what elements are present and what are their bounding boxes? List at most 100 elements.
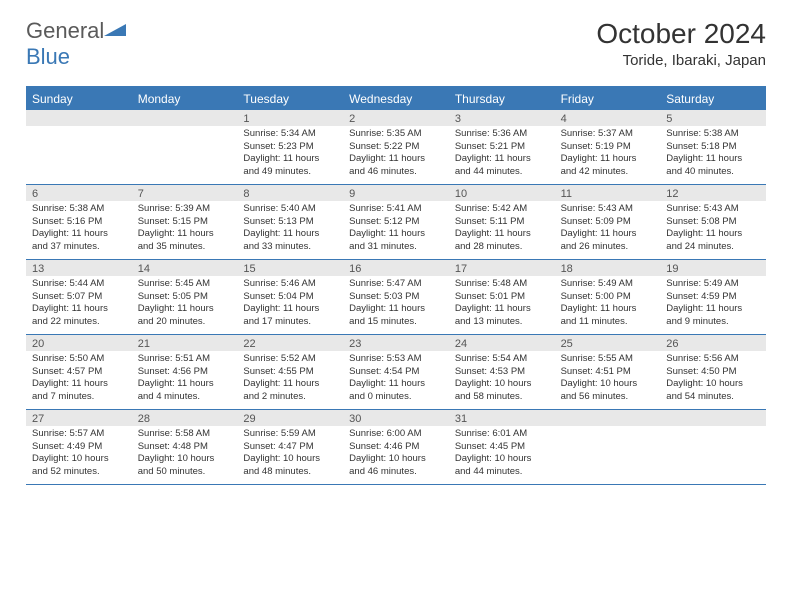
sunrise-line: Sunrise: 5:44 AM: [32, 278, 126, 291]
day-details: Sunrise: 5:46 AMSunset: 5:04 PMDaylight:…: [237, 276, 343, 332]
calendar-cell: 16Sunrise: 5:47 AMSunset: 5:03 PMDayligh…: [343, 260, 449, 334]
sunset-line: Sunset: 4:57 PM: [32, 366, 126, 379]
day-number: 9: [343, 185, 449, 201]
day-details: Sunrise: 5:49 AMSunset: 4:59 PMDaylight:…: [660, 276, 766, 332]
sunset-line: Sunset: 4:53 PM: [455, 366, 549, 379]
logo-triangle-icon: [104, 22, 126, 38]
sunrise-line: Sunrise: 5:47 AM: [349, 278, 443, 291]
calendar-cell: 17Sunrise: 5:48 AMSunset: 5:01 PMDayligh…: [449, 260, 555, 334]
day-header-monday: Monday: [132, 88, 238, 110]
calendar-cell: 3Sunrise: 5:36 AMSunset: 5:21 PMDaylight…: [449, 110, 555, 184]
day-details: Sunrise: 5:44 AMSunset: 5:07 PMDaylight:…: [26, 276, 132, 332]
day-details: Sunrise: 5:55 AMSunset: 4:51 PMDaylight:…: [555, 351, 661, 407]
sunset-line: Sunset: 4:56 PM: [138, 366, 232, 379]
daylight-line: Daylight: 11 hours and 33 minutes.: [243, 228, 337, 253]
daylight-line: Daylight: 11 hours and 26 minutes.: [561, 228, 655, 253]
calendar-cell: 20Sunrise: 5:50 AMSunset: 4:57 PMDayligh…: [26, 335, 132, 409]
day-number: 4: [555, 110, 661, 126]
sunset-line: Sunset: 5:12 PM: [349, 216, 443, 229]
daylight-line: Daylight: 11 hours and 49 minutes.: [243, 153, 337, 178]
day-details: [660, 426, 766, 432]
calendar-cell: 31Sunrise: 6:01 AMSunset: 4:45 PMDayligh…: [449, 410, 555, 484]
calendar-cell: 22Sunrise: 5:52 AMSunset: 4:55 PMDayligh…: [237, 335, 343, 409]
day-header-saturday: Saturday: [660, 88, 766, 110]
sunset-line: Sunset: 5:04 PM: [243, 291, 337, 304]
calendar-cell: 8Sunrise: 5:40 AMSunset: 5:13 PMDaylight…: [237, 185, 343, 259]
day-details: Sunrise: 5:36 AMSunset: 5:21 PMDaylight:…: [449, 126, 555, 182]
day-details: Sunrise: 5:50 AMSunset: 4:57 PMDaylight:…: [26, 351, 132, 407]
sunrise-line: Sunrise: 5:48 AM: [455, 278, 549, 291]
sunrise-line: Sunrise: 5:43 AM: [561, 203, 655, 216]
sunset-line: Sunset: 5:08 PM: [666, 216, 760, 229]
sunrise-line: Sunrise: 6:00 AM: [349, 428, 443, 441]
calendar-cell: 2Sunrise: 5:35 AMSunset: 5:22 PMDaylight…: [343, 110, 449, 184]
sunset-line: Sunset: 5:05 PM: [138, 291, 232, 304]
sunset-line: Sunset: 4:50 PM: [666, 366, 760, 379]
logo-text: General Blue: [26, 18, 126, 70]
daylight-line: Daylight: 10 hours and 56 minutes.: [561, 378, 655, 403]
sunset-line: Sunset: 5:23 PM: [243, 141, 337, 154]
day-number: 24: [449, 335, 555, 351]
day-number: 8: [237, 185, 343, 201]
day-number: 12: [660, 185, 766, 201]
calendar-cell: 7Sunrise: 5:39 AMSunset: 5:15 PMDaylight…: [132, 185, 238, 259]
day-number: 25: [555, 335, 661, 351]
daylight-line: Daylight: 11 hours and 28 minutes.: [455, 228, 549, 253]
month-title: October 2024: [596, 18, 766, 50]
day-number: 6: [26, 185, 132, 201]
day-header-tuesday: Tuesday: [237, 88, 343, 110]
day-details: Sunrise: 5:54 AMSunset: 4:53 PMDaylight:…: [449, 351, 555, 407]
sunrise-line: Sunrise: 5:59 AM: [243, 428, 337, 441]
sunset-line: Sunset: 5:15 PM: [138, 216, 232, 229]
sunrise-line: Sunrise: 5:38 AM: [32, 203, 126, 216]
daylight-line: Daylight: 11 hours and 46 minutes.: [349, 153, 443, 178]
sunset-line: Sunset: 5:03 PM: [349, 291, 443, 304]
daylight-line: Daylight: 11 hours and 31 minutes.: [349, 228, 443, 253]
week-row: 1Sunrise: 5:34 AMSunset: 5:23 PMDaylight…: [26, 110, 766, 185]
day-details: Sunrise: 5:48 AMSunset: 5:01 PMDaylight:…: [449, 276, 555, 332]
sunset-line: Sunset: 5:22 PM: [349, 141, 443, 154]
sunrise-line: Sunrise: 5:56 AM: [666, 353, 760, 366]
calendar: SundayMondayTuesdayWednesdayThursdayFrid…: [26, 86, 766, 485]
sunrise-line: Sunrise: 5:49 AM: [666, 278, 760, 291]
sunrise-line: Sunrise: 5:50 AM: [32, 353, 126, 366]
sunset-line: Sunset: 5:21 PM: [455, 141, 549, 154]
calendar-cell: 10Sunrise: 5:42 AMSunset: 5:11 PMDayligh…: [449, 185, 555, 259]
daylight-line: Daylight: 10 hours and 54 minutes.: [666, 378, 760, 403]
day-number: 23: [343, 335, 449, 351]
daylight-line: Daylight: 10 hours and 46 minutes.: [349, 453, 443, 478]
day-details: Sunrise: 5:42 AMSunset: 5:11 PMDaylight:…: [449, 201, 555, 257]
day-details: Sunrise: 5:47 AMSunset: 5:03 PMDaylight:…: [343, 276, 449, 332]
day-details: Sunrise: 5:38 AMSunset: 5:18 PMDaylight:…: [660, 126, 766, 182]
sunrise-line: Sunrise: 5:42 AM: [455, 203, 549, 216]
calendar-cell: 5Sunrise: 5:38 AMSunset: 5:18 PMDaylight…: [660, 110, 766, 184]
sunset-line: Sunset: 5:18 PM: [666, 141, 760, 154]
day-details: Sunrise: 5:56 AMSunset: 4:50 PMDaylight:…: [660, 351, 766, 407]
day-number: 7: [132, 185, 238, 201]
sunset-line: Sunset: 5:09 PM: [561, 216, 655, 229]
calendar-cell: 28Sunrise: 5:58 AMSunset: 4:48 PMDayligh…: [132, 410, 238, 484]
calendar-cell: [132, 110, 238, 184]
sunrise-line: Sunrise: 5:58 AM: [138, 428, 232, 441]
day-number: 20: [26, 335, 132, 351]
sunset-line: Sunset: 5:11 PM: [455, 216, 549, 229]
sunrise-line: Sunrise: 5:34 AM: [243, 128, 337, 141]
week-row: 6Sunrise: 5:38 AMSunset: 5:16 PMDaylight…: [26, 185, 766, 260]
sunrise-line: Sunrise: 5:54 AM: [455, 353, 549, 366]
calendar-cell: 26Sunrise: 5:56 AMSunset: 4:50 PMDayligh…: [660, 335, 766, 409]
day-details: Sunrise: 5:51 AMSunset: 4:56 PMDaylight:…: [132, 351, 238, 407]
sunrise-line: Sunrise: 5:41 AM: [349, 203, 443, 216]
calendar-cell: 25Sunrise: 5:55 AMSunset: 4:51 PMDayligh…: [555, 335, 661, 409]
daylight-line: Daylight: 11 hours and 0 minutes.: [349, 378, 443, 403]
calendar-cell: 12Sunrise: 5:43 AMSunset: 5:08 PMDayligh…: [660, 185, 766, 259]
day-details: [555, 426, 661, 432]
daylight-line: Daylight: 11 hours and 22 minutes.: [32, 303, 126, 328]
sunset-line: Sunset: 5:13 PM: [243, 216, 337, 229]
day-number: 22: [237, 335, 343, 351]
sunset-line: Sunset: 5:00 PM: [561, 291, 655, 304]
calendar-cell: 6Sunrise: 5:38 AMSunset: 5:16 PMDaylight…: [26, 185, 132, 259]
logo: General Blue: [26, 18, 126, 70]
daylight-line: Daylight: 11 hours and 20 minutes.: [138, 303, 232, 328]
day-number: [26, 110, 132, 126]
calendar-cell: 19Sunrise: 5:49 AMSunset: 4:59 PMDayligh…: [660, 260, 766, 334]
